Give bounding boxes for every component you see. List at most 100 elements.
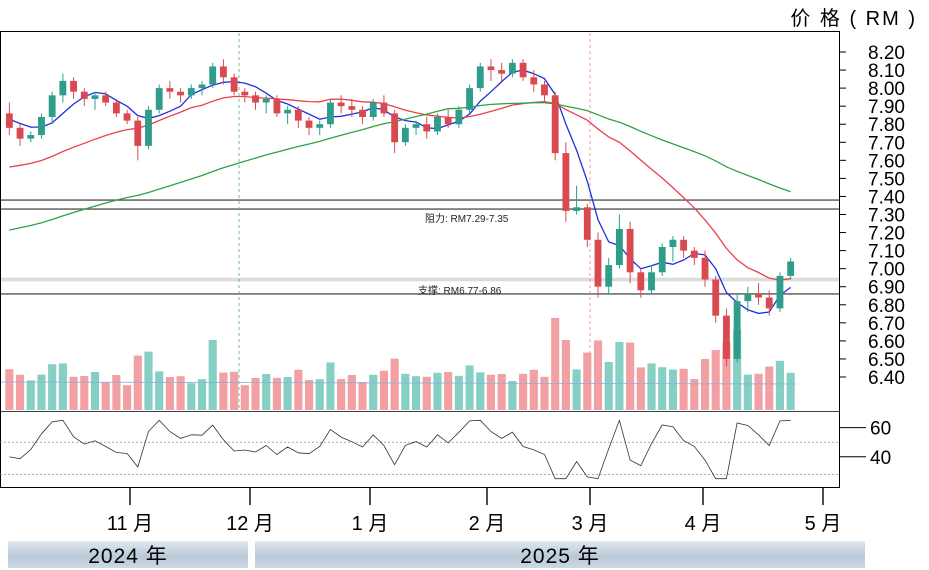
candle-body: [401, 127, 409, 143]
candle-body: [391, 113, 399, 143]
ma-mid-line: [9, 95, 791, 281]
candle: [605, 257, 613, 294]
candle-body: [605, 265, 613, 287]
volume-bar: [765, 366, 774, 410]
candle: [327, 98, 334, 128]
candle: [252, 91, 259, 110]
candle: [765, 290, 773, 316]
volume-bar: [240, 385, 249, 410]
candle: [615, 214, 623, 269]
volume-bar: [337, 379, 346, 410]
price-tick-label: 7.90: [868, 97, 905, 118]
candle: [284, 106, 292, 125]
candle: [434, 113, 441, 136]
candle: [5, 102, 13, 136]
candle-body: [316, 124, 324, 128]
volume-bar: [572, 369, 581, 410]
price-tick-label: 6.60: [868, 332, 905, 353]
candle-body: [187, 88, 195, 96]
candle: [412, 120, 420, 136]
candle-body: [787, 261, 795, 276]
candle: [123, 109, 131, 125]
candle-body: [252, 95, 259, 103]
volume-bar: [48, 364, 57, 410]
candle: [541, 80, 548, 103]
candle-body: [733, 301, 741, 359]
volume-bar: [604, 362, 613, 410]
candle: [187, 84, 195, 99]
candle-body: [583, 207, 591, 240]
candle: [701, 250, 709, 287]
candle-body: [284, 109, 292, 114]
volume-bar: [379, 370, 389, 410]
volume-bar: [144, 351, 153, 410]
volume-bar: [411, 376, 421, 410]
candle: [48, 91, 56, 125]
price-tick-label: 7.70: [868, 133, 905, 154]
volume-bar: [551, 318, 560, 410]
price-tick-label: 7.30: [868, 206, 905, 227]
candle-body: [305, 120, 313, 128]
volume-bar: [444, 372, 453, 410]
candle-body: [723, 315, 730, 359]
month-label: 3 月: [572, 513, 609, 535]
volume-bar: [304, 380, 314, 410]
volume-bar: [583, 352, 592, 410]
volume-bar: [272, 377, 281, 410]
volume-bar: [615, 342, 624, 410]
candle: [519, 59, 527, 81]
candle-body: [626, 228, 634, 273]
month-label: 12 月: [226, 513, 274, 535]
volume-bar: [230, 371, 239, 410]
candle: [476, 62, 484, 92]
candle-body: [541, 84, 548, 96]
candle-body: [573, 207, 581, 211]
candle: [369, 98, 377, 121]
candle-body: [145, 109, 152, 146]
volume-bar: [733, 329, 742, 410]
price-tick-label: 8.20: [868, 43, 905, 64]
candle-body: [198, 84, 206, 89]
candle: [91, 91, 99, 110]
volume-bar: [5, 369, 14, 410]
price-tick-label: 6.90: [868, 278, 905, 299]
candle-body: [444, 117, 452, 125]
candle-body: [476, 66, 484, 89]
rsi-tick-label: 60: [870, 419, 891, 440]
candle-body: [80, 91, 88, 99]
candle-body: [241, 91, 249, 96]
candle: [359, 106, 366, 125]
candle-body: [230, 77, 238, 92]
candle-body: [134, 120, 142, 146]
volume-bar: [529, 369, 538, 410]
candle-body: [765, 297, 773, 309]
volume-bar: [123, 385, 132, 410]
candle: [380, 95, 388, 117]
volume-bar: [690, 379, 699, 410]
support-band: [1, 277, 839, 282]
candle-body: [701, 257, 709, 280]
candle: [16, 124, 24, 146]
candle-body: [38, 117, 45, 136]
candle-body: [166, 88, 174, 92]
candle: [391, 109, 399, 154]
candle: [573, 185, 581, 215]
candle: [583, 203, 591, 247]
price-tick-label: 8.10: [868, 61, 905, 82]
candle: [712, 275, 720, 323]
candle-body: [712, 279, 720, 316]
volume-bar: [711, 350, 720, 410]
candle-body: [466, 88, 473, 110]
candle: [530, 70, 538, 92]
candle-body: [412, 124, 420, 128]
volume-bar: [433, 372, 442, 410]
volume-bar: [390, 358, 399, 410]
candle-body: [209, 66, 217, 85]
volume-bar: [369, 374, 378, 410]
candle: [112, 98, 120, 117]
candle: [444, 109, 452, 128]
candle: [776, 272, 784, 312]
volume-bar: [90, 372, 100, 410]
candle-body: [273, 98, 281, 114]
